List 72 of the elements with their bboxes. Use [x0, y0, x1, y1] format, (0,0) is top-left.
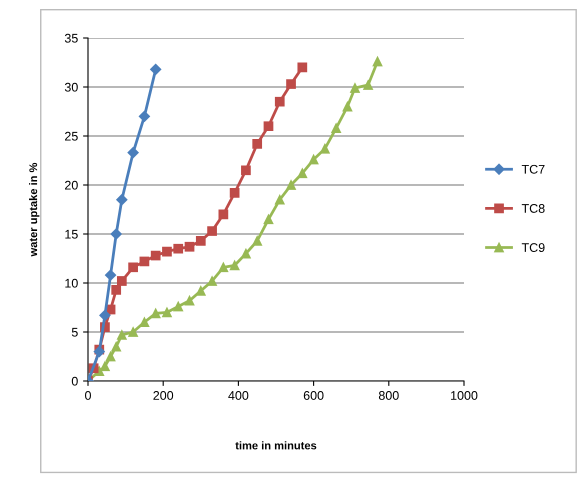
- y-tick-label: 20: [65, 180, 78, 190]
- point: [230, 260, 240, 270]
- point: [100, 361, 110, 372]
- point: [173, 302, 184, 312]
- x-tick-label: 800: [378, 391, 399, 400]
- point: [116, 276, 127, 286]
- legend-label: TC7: [522, 164, 545, 174]
- x-tick-label: 600: [304, 391, 324, 400]
- point: [286, 79, 296, 89]
- point: [297, 62, 308, 72]
- point: [150, 250, 161, 260]
- point: [274, 96, 285, 107]
- x-tick-label: 1000: [451, 391, 478, 400]
- point: [138, 110, 150, 122]
- point: [196, 236, 206, 246]
- legend-label: TC8: [522, 204, 545, 213]
- x-tick-label: 200: [153, 391, 174, 400]
- y-tick-label: 30: [64, 82, 78, 92]
- point: [297, 168, 308, 178]
- point: [230, 188, 240, 198]
- point: [218, 210, 228, 220]
- y-tick-label: 15: [65, 230, 78, 239]
- point: [128, 327, 138, 337]
- point: [106, 352, 116, 362]
- point: [218, 262, 228, 272]
- point: [162, 308, 172, 318]
- point: [150, 308, 161, 318]
- y-tick-label: 10: [65, 278, 78, 288]
- point: [350, 83, 360, 93]
- point: [94, 346, 105, 358]
- point: [184, 242, 194, 252]
- y-tick-label: 5: [72, 328, 78, 337]
- point: [111, 285, 122, 295]
- point: [184, 296, 194, 306]
- y-tick-label: 0: [72, 376, 78, 386]
- point: [252, 138, 262, 149]
- point: [308, 154, 318, 164]
- point: [264, 214, 274, 224]
- x-axis-title: time in minutes: [235, 441, 316, 450]
- point: [196, 286, 206, 296]
- y-axis-title: water uptake in %: [29, 162, 40, 256]
- point: [99, 310, 111, 321]
- point: [372, 56, 382, 66]
- point: [116, 330, 127, 340]
- point: [111, 342, 122, 352]
- x-tick-label: 400: [228, 391, 248, 400]
- point: [241, 165, 251, 176]
- point: [140, 256, 150, 266]
- point: [320, 144, 330, 154]
- point: [363, 80, 373, 90]
- point: [207, 226, 217, 236]
- x-tick-label: 0: [85, 391, 91, 400]
- point: [110, 228, 122, 240]
- point: [264, 121, 274, 132]
- legend-label: TC9: [522, 243, 545, 252]
- point: [116, 194, 128, 206]
- point: [331, 123, 342, 134]
- point: [128, 262, 138, 272]
- point: [286, 180, 296, 190]
- point: [104, 270, 116, 281]
- point: [150, 64, 162, 75]
- point: [128, 147, 139, 158]
- point: [162, 246, 172, 256]
- point: [207, 276, 217, 286]
- point: [274, 194, 285, 205]
- point: [252, 236, 262, 246]
- y-tick-label: 25: [65, 132, 78, 141]
- point: [173, 244, 184, 254]
- point: [241, 248, 251, 258]
- y-tick-label: 35: [64, 34, 78, 43]
- point: [342, 102, 352, 112]
- point: [140, 317, 150, 328]
